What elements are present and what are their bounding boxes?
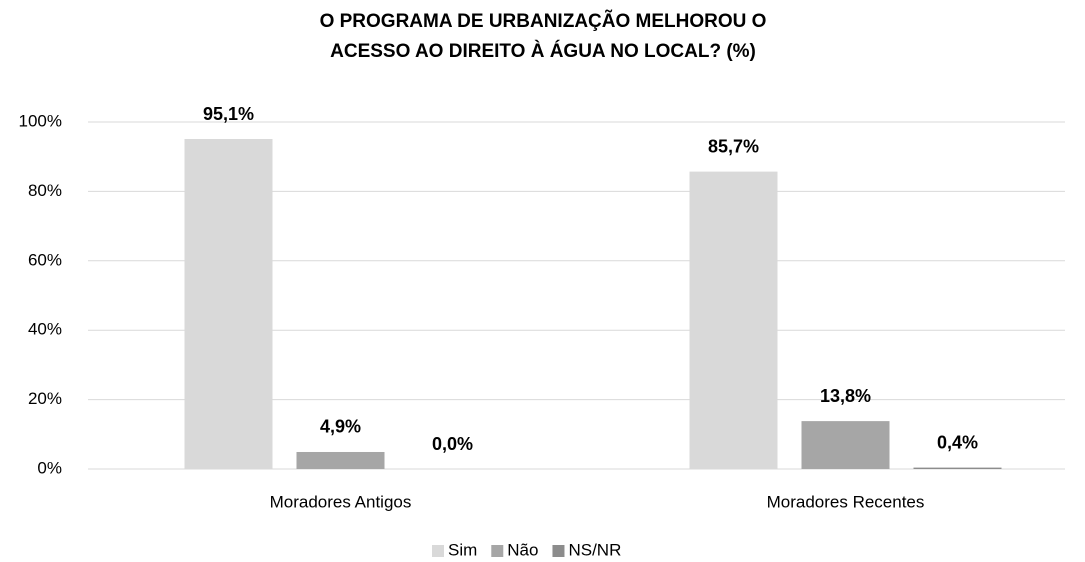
legend-swatch xyxy=(432,545,444,557)
y-tick-label: 40% xyxy=(28,320,62,339)
legend-label: Sim xyxy=(448,540,477,559)
chart-title: O PROGRAMA DE URBANIZAÇÃO MELHOROU O xyxy=(320,10,767,32)
legend-swatch xyxy=(491,545,504,557)
value-label: 95,1% xyxy=(203,104,254,124)
bar xyxy=(296,451,385,469)
value-label: 0,0% xyxy=(432,434,473,454)
chart-title: ACESSO AO DIREITO À ÁGUA NO LOCAL? (%) xyxy=(330,40,756,62)
y-tick-label: 80% xyxy=(28,181,62,200)
value-label: 0,4% xyxy=(937,432,978,452)
y-tick-label: 60% xyxy=(28,250,62,269)
value-label: 13,8% xyxy=(820,386,871,406)
legend-label: Não xyxy=(507,540,538,559)
bar xyxy=(184,139,273,470)
bar xyxy=(801,421,890,469)
value-label: 4,9% xyxy=(320,417,361,437)
y-tick-label: 100% xyxy=(19,111,62,130)
legend-swatch xyxy=(552,545,565,557)
y-tick-label: 20% xyxy=(28,389,62,408)
x-tick-label: Moradores Antigos xyxy=(270,492,412,511)
bar xyxy=(913,467,1002,469)
x-tick-label: Moradores Recentes xyxy=(767,492,925,511)
bar xyxy=(689,171,778,469)
y-tick-label: 0% xyxy=(37,458,62,477)
value-label: 85,7% xyxy=(708,136,759,156)
legend-label: NS/NR xyxy=(568,540,621,559)
